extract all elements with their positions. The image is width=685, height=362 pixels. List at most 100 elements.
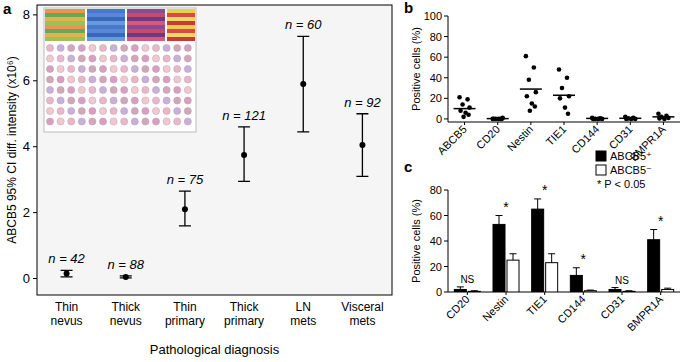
error-bar — [238, 127, 250, 181]
inset-strip — [87, 17, 125, 21]
inset-strip — [45, 21, 85, 25]
legend-note: * P < 0.05 — [597, 178, 645, 190]
x-tick — [467, 292, 468, 295]
data-point — [560, 86, 565, 91]
significance-label: NS — [460, 274, 474, 285]
significance-label: * — [542, 182, 548, 198]
inset-core — [99, 97, 106, 104]
panel-label: c — [404, 158, 412, 175]
inset-strip — [87, 25, 125, 29]
legend-swatch — [596, 151, 606, 161]
error-bar — [510, 254, 517, 260]
bar — [662, 289, 674, 292]
legend-swatch — [596, 165, 606, 175]
inset-strip — [87, 21, 125, 25]
inset-core — [57, 76, 64, 83]
inset-core — [68, 76, 75, 83]
inset-core — [68, 55, 75, 62]
inset-core — [110, 65, 117, 72]
label-line: Thick — [111, 300, 141, 314]
inset-core — [78, 97, 85, 104]
label-line: Thin — [173, 300, 196, 314]
inset-core — [57, 107, 64, 114]
inset-core — [121, 55, 128, 62]
inset-core — [78, 86, 85, 93]
inset-core — [184, 44, 191, 51]
inset-core — [89, 97, 96, 104]
label-line: primary — [224, 314, 264, 328]
inset-core — [142, 44, 149, 51]
data-point — [533, 104, 538, 109]
inset-core — [174, 97, 181, 104]
inset-core — [46, 97, 53, 104]
n-label: n = 92 — [344, 95, 381, 110]
mean-line — [520, 88, 542, 90]
inset-strip — [87, 13, 125, 17]
inset-core — [110, 76, 117, 83]
inset-strip — [127, 33, 165, 37]
error-bar — [626, 290, 633, 292]
y-tick — [444, 98, 448, 99]
inset-core — [110, 97, 117, 104]
data-point — [563, 105, 568, 110]
inset-core — [68, 107, 75, 114]
panel-label: a — [3, 0, 12, 17]
inset-strip — [167, 37, 195, 41]
n-label: n = 60 — [285, 17, 322, 32]
significance-label: * — [503, 199, 509, 215]
bar — [546, 263, 558, 292]
x-tick — [663, 122, 664, 125]
x-tick-label: CD20 — [443, 293, 471, 321]
y-tick-label: 2 — [23, 205, 30, 220]
y-tick — [33, 278, 37, 279]
inset-core — [57, 55, 64, 62]
mean-line — [586, 118, 608, 120]
y-axis — [448, 16, 449, 122]
inset-core — [174, 55, 181, 62]
inset-core — [89, 55, 96, 62]
inset-core — [46, 86, 53, 93]
inset-core — [174, 44, 181, 51]
significance-label: * — [658, 213, 664, 229]
y-tick-label: 60 — [430, 210, 442, 222]
inset-frame — [44, 8, 196, 132]
inset-core — [163, 86, 170, 93]
inset-strip — [167, 29, 195, 33]
bar — [609, 289, 621, 292]
label-line: mets — [349, 314, 375, 328]
inset-core — [163, 55, 170, 62]
inset-core — [89, 107, 96, 114]
inset-core — [121, 86, 128, 93]
bar — [507, 260, 519, 292]
bar — [623, 291, 635, 292]
inset-strip — [127, 25, 165, 29]
x-tick — [564, 122, 565, 125]
inset-core — [68, 65, 75, 72]
significance-label: NS — [615, 275, 629, 286]
inset-core — [110, 107, 117, 114]
inset-core — [78, 55, 85, 62]
inset-core — [131, 97, 138, 104]
mean-line — [652, 116, 674, 118]
inset-strip — [167, 17, 195, 21]
inset-core — [78, 118, 85, 125]
inset-strip — [167, 13, 195, 17]
inset-core — [121, 118, 128, 125]
data-point — [565, 75, 570, 80]
inset-core — [121, 97, 128, 104]
x-tick-label: CD20 — [474, 123, 502, 151]
error-bar — [548, 254, 555, 263]
inset-core — [78, 107, 85, 114]
inset-strip — [127, 13, 165, 17]
bar — [493, 224, 505, 292]
inset-core — [184, 76, 191, 83]
label-line: Thin — [55, 300, 78, 314]
bar — [454, 289, 466, 292]
label-line: mets — [290, 314, 316, 328]
x-tick-label: BMPR1A — [625, 292, 666, 333]
bar — [570, 275, 582, 292]
y-tick-label: 40 — [430, 72, 442, 84]
n-label: n = 88 — [107, 257, 144, 272]
inset-core — [99, 65, 106, 72]
inset-strip — [127, 17, 165, 21]
